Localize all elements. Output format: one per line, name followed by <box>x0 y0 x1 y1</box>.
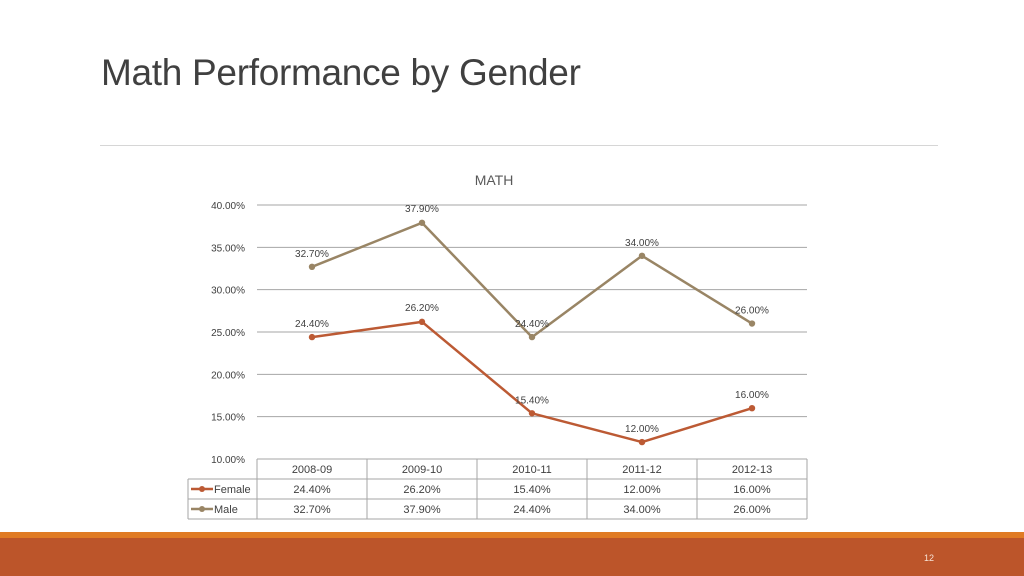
data-point-male <box>638 252 646 259</box>
legend-label: Male <box>214 504 238 516</box>
y-tick-label: 40.00% <box>211 201 245 212</box>
data-point-male <box>528 333 536 341</box>
data-label: 12.00% <box>625 424 659 435</box>
data-label: 32.70% <box>295 249 329 260</box>
x-category-label: 2011-12 <box>622 464 662 476</box>
table-value: 15.40% <box>513 484 551 496</box>
data-label: 26.20% <box>405 303 439 314</box>
data-point-female <box>308 333 316 341</box>
data-label: 34.00% <box>625 238 659 249</box>
data-label: 24.40% <box>515 319 549 330</box>
data-point-female <box>748 405 756 412</box>
table-value: 37.90% <box>403 504 441 516</box>
legend-key-marker <box>199 486 205 492</box>
table-value: 32.70% <box>293 504 331 516</box>
table-value: 12.00% <box>623 484 661 496</box>
data-label: 26.00% <box>735 306 769 317</box>
y-tick-label: 30.00% <box>211 286 245 297</box>
data-label: 24.40% <box>295 319 329 330</box>
title-divider <box>100 145 938 146</box>
y-tick-label: 20.00% <box>211 370 245 381</box>
table-value: 26.00% <box>733 504 771 516</box>
table-value: 16.00% <box>733 484 771 496</box>
x-category-label: 2009-10 <box>402 464 442 476</box>
data-point-male <box>308 263 316 271</box>
data-point-male <box>418 219 426 226</box>
x-category-label: 2008-09 <box>292 464 332 476</box>
table-value: 26.20% <box>403 484 441 496</box>
chart-title: MATH <box>475 172 514 188</box>
legend-key-marker <box>199 506 205 512</box>
y-tick-label: 25.00% <box>211 328 245 339</box>
table-value: 34.00% <box>623 504 661 516</box>
data-label: 15.40% <box>515 395 549 406</box>
legend-label: Female <box>214 484 251 496</box>
data-point-female <box>418 318 426 326</box>
data-point-female <box>638 438 646 446</box>
slide-title: Math Performance by Gender <box>101 52 581 93</box>
table-value: 24.40% <box>513 504 551 516</box>
data-label: 16.00% <box>735 390 769 401</box>
y-tick-label: 10.00% <box>211 455 245 466</box>
x-category-label: 2010-11 <box>512 464 552 476</box>
y-tick-label: 15.00% <box>211 413 245 424</box>
footer-accent-stripe <box>0 532 1024 538</box>
table-value: 24.40% <box>293 484 331 496</box>
data-point-male <box>748 320 756 327</box>
footer-bar: 12 <box>0 538 1024 576</box>
x-category-label: 2012-13 <box>732 464 772 476</box>
data-label: 37.90% <box>405 204 439 215</box>
y-tick-label: 35.00% <box>211 243 245 254</box>
page-number: 12 <box>923 553 934 563</box>
data-point-female <box>528 410 536 417</box>
